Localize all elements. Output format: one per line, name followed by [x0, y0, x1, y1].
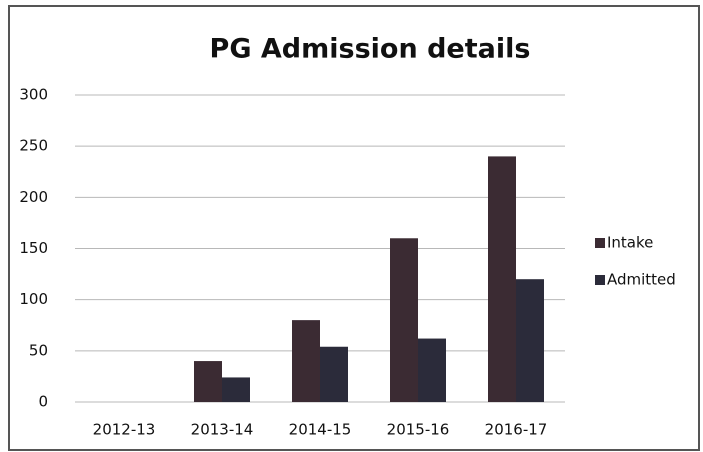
bar — [222, 377, 250, 402]
x-tick-label: 2016-17 — [485, 421, 548, 439]
y-tick-label: 50 — [29, 341, 48, 359]
legend-swatch — [595, 275, 605, 285]
bar — [488, 156, 516, 402]
bar — [418, 338, 446, 402]
legend-swatch — [595, 238, 605, 248]
x-tick-label: 2013-14 — [191, 421, 254, 439]
bar — [390, 238, 418, 402]
y-tick-label: 300 — [19, 86, 48, 104]
y-tick-label: 100 — [19, 290, 48, 308]
bar — [516, 279, 544, 402]
x-tick-label: 2015-16 — [387, 421, 450, 439]
x-tick-label: 2012-13 — [93, 421, 156, 439]
legend-label: Admitted — [607, 271, 676, 289]
x-tick-label: 2014-15 — [289, 421, 352, 439]
chart-title: PG Admission details — [210, 34, 531, 65]
chart-frame — [8, 5, 700, 451]
legend-label: Intake — [607, 234, 653, 252]
y-tick-label: 0 — [38, 393, 48, 411]
y-tick-label: 250 — [19, 137, 48, 155]
bar — [194, 361, 222, 402]
bar — [292, 320, 320, 402]
y-tick-label: 200 — [19, 188, 48, 206]
y-tick-label: 150 — [19, 239, 48, 257]
bar — [320, 346, 348, 402]
